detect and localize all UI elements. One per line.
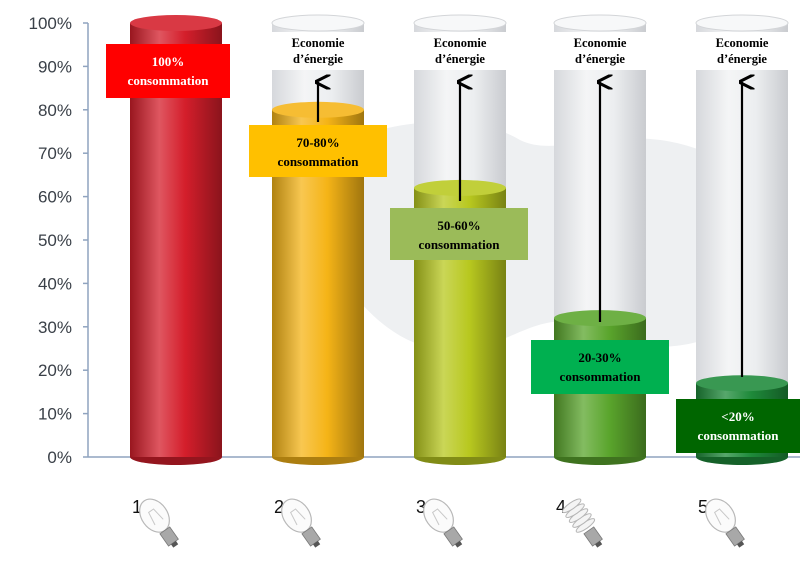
- led-bulb-icon: [705, 498, 745, 548]
- x-category-label: 4: [556, 497, 566, 517]
- y-tick-label: 10%: [38, 405, 72, 424]
- x-category-label: 5: [698, 497, 708, 517]
- ghost-cylinder-top: [553, 14, 647, 32]
- annotation-box: [554, 32, 646, 70]
- cfl-coil: [561, 498, 582, 514]
- consumption-label-line1: <20%: [721, 409, 754, 424]
- annotation-line1: Economie: [292, 36, 345, 50]
- consumption-label: 50-60% consommation: [390, 208, 528, 260]
- y-tick-label: 30%: [38, 318, 72, 337]
- annotation-line1: Economie: [434, 36, 487, 50]
- bar-top: [696, 375, 788, 392]
- y-tick-label: 40%: [38, 274, 72, 293]
- consumption-label-box: [106, 44, 230, 98]
- consumption-label-line1: 20-30%: [578, 350, 621, 365]
- bulb-filament: [289, 508, 306, 526]
- x-category-label: 2: [274, 497, 284, 517]
- consumption-label-box: [676, 399, 800, 453]
- consumption-label-line2: consommation: [560, 369, 642, 384]
- consumption-label: 20-30% consommation: [531, 340, 669, 394]
- y-tick-label: 80%: [38, 101, 72, 120]
- compact-fluorescent-bulb-icon: [561, 498, 603, 548]
- y-tick-label: 70%: [38, 144, 72, 163]
- energy-saving-annotation: Economie d’énergie: [272, 32, 364, 122]
- bulb-filament: [431, 508, 448, 526]
- incandescent-bulb-icon: [139, 498, 179, 548]
- y-tick-label: 0%: [47, 448, 72, 467]
- annotation-line2: d’énergie: [717, 52, 767, 66]
- bulb-tip: [312, 540, 321, 548]
- y-tick-label: 50%: [38, 231, 72, 250]
- annotation-line2: d’énergie: [435, 52, 485, 66]
- consumption-label: 70-80% consommation: [249, 125, 387, 177]
- consumption-label-line1: 70-80%: [296, 135, 339, 150]
- annotation-line1: Economie: [716, 36, 769, 50]
- annotation-box: [696, 32, 788, 70]
- consumption-label-box: [249, 125, 387, 177]
- consumption-label-line2: consommation: [278, 154, 360, 169]
- bulb-filament: [713, 508, 730, 526]
- energy-saving-annotation: Economie d’énergie: [414, 32, 506, 201]
- y-tick-label: 60%: [38, 188, 72, 207]
- bulb-tip: [594, 540, 603, 548]
- halogen-bulb-icon: [423, 498, 463, 548]
- consumption-label: 100% consommation: [106, 44, 230, 98]
- consumption-label-box: [390, 208, 528, 260]
- annotation-line2: d’énergie: [575, 52, 625, 66]
- ghost-cylinder-top: [695, 14, 789, 32]
- x-category-label: 1: [132, 497, 142, 517]
- bulb-filament: [147, 508, 164, 526]
- consumption-label-box: [531, 340, 669, 394]
- halogen-bulb-icon: [281, 498, 321, 548]
- annotation-line2: d’énergie: [293, 52, 343, 66]
- annotation-line1: Economie: [574, 36, 627, 50]
- x-category-label: 3: [416, 497, 426, 517]
- annotation-box: [272, 32, 364, 70]
- consumption-label-line2: consommation: [698, 428, 780, 443]
- consumption-label-line1: 50-60%: [437, 218, 480, 233]
- bar-top: [130, 15, 222, 31]
- ghost-cylinder-top: [271, 14, 365, 32]
- consumption-label-line2: consommation: [419, 237, 501, 252]
- ghost-cylinder-top: [413, 14, 507, 32]
- y-tick-label: 20%: [38, 361, 72, 380]
- bulb-tip: [736, 540, 745, 548]
- energy-saving-annotation: Economie d’énergie: [696, 32, 788, 377]
- consumption-label-line2: consommation: [128, 73, 210, 88]
- y-tick-label: 90%: [38, 57, 72, 76]
- consumption-label: <20% consommation: [676, 399, 800, 453]
- y-tick-label: 100%: [29, 14, 72, 33]
- bulb-tip: [170, 540, 179, 548]
- consumption-label-line1: 100%: [152, 54, 185, 69]
- annotation-box: [414, 32, 506, 70]
- energy-saving-annotation: Economie d’énergie: [554, 32, 646, 322]
- bulb-tip: [454, 540, 463, 548]
